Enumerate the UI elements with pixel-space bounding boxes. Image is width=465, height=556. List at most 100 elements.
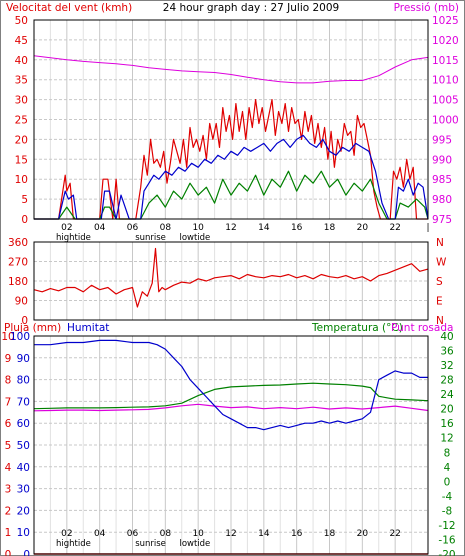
temperature-tick-label: 16 [440, 418, 454, 430]
x-tick-label-bottom: 14 [258, 529, 270, 539]
wind-speed-tick-label: 0 [21, 214, 28, 226]
humidity-tick-label: 100 [10, 331, 30, 343]
humidity-tick-label: 30 [17, 484, 30, 496]
compass-letter: N [436, 237, 444, 249]
wind-direction-line [33, 247, 429, 308]
rain-tick-label: 3 [5, 484, 12, 496]
event-lowtide-label: lowtide [179, 233, 210, 243]
temperature-tick-label: -8 [442, 505, 452, 517]
temperature-tick-label: 12 [440, 433, 453, 445]
pressure-tick-label: 985 [432, 174, 452, 186]
temperature-line [33, 382, 429, 410]
wind-speed-axis-title: Velocitat del vent (kmh) [6, 2, 132, 14]
humidity-tick-label: 40 [17, 462, 30, 474]
compass-letter: E [436, 296, 443, 308]
temperature-tick-label: 40 [440, 331, 453, 343]
dewpoint-axis-title: Punt rosada [391, 322, 453, 334]
humidity-tick-label: 0 [23, 549, 30, 556]
compass-letter: S [436, 276, 443, 288]
rain-tick-label: 10 [1, 331, 14, 343]
rain-tick-label: 0 [5, 549, 12, 556]
temperature-tick-label: 32 [440, 360, 453, 372]
rain-tick-label: 1 [5, 527, 12, 539]
temperature-tick-label: -16 [438, 534, 455, 546]
x-tick-label: 12 [225, 223, 236, 233]
x-tick-label: 18 [324, 223, 336, 233]
temperature-tick-label: 8 [444, 447, 451, 459]
wind-speed-tick-label: 50 [15, 15, 28, 27]
direction-tick-label: 90 [15, 296, 28, 308]
rain-axis-title: Pluja (mm) [4, 322, 61, 334]
temperature-tick-label: -4 [442, 491, 453, 503]
pressure-tick-label: 990 [432, 154, 452, 166]
temperature-tick-label: -20 [438, 549, 455, 556]
x-tick-label: 10 [192, 223, 204, 233]
x-tick-label: 16 [291, 223, 303, 233]
rain-tick-label: 7 [5, 396, 12, 408]
graph-title: 24 hour graph day : 27 Julio 2009 [163, 2, 339, 14]
x-tick-label-bottom: 20 [357, 529, 369, 539]
pressure-tick-label: 1025 [432, 15, 459, 27]
wind-speed-tick-label: 45 [15, 35, 28, 47]
x-tick-label: 14 [258, 223, 270, 233]
humidity-tick-label: 80 [17, 375, 30, 387]
humidity-tick-label: 60 [17, 418, 30, 430]
pressure-tick-label: 1000 [432, 115, 459, 127]
x-tick-label: 04 [94, 223, 106, 233]
event-sunrise-label: sunrise [135, 233, 166, 243]
pressure-line [33, 55, 429, 84]
x-tick-label-bottom: 04 [94, 529, 106, 539]
x-tick-label-bottom: 16 [291, 529, 303, 539]
pressure-tick-label: 1020 [432, 35, 459, 47]
plot-frame [33, 241, 429, 321]
plot-frame [33, 19, 429, 220]
humidity-tick-label: 50 [17, 440, 30, 452]
temperature-tick-label: 4 [444, 462, 451, 474]
wind-min-line [34, 170, 429, 220]
temperature-tick-label: -12 [438, 520, 455, 532]
x-tick-label-bottom: 12 [225, 529, 236, 539]
x-tick-label: 20 [357, 223, 369, 233]
pressure-tick-label: 995 [432, 134, 452, 146]
wind-speed-tick-label: 40 [15, 55, 28, 67]
event-hightide-label-bottom: hightide [56, 539, 91, 549]
direction-tick-label: 0 [21, 315, 28, 327]
humidity-tick-label: 10 [17, 527, 30, 539]
wind-speed-tick-label: 5 [21, 194, 28, 206]
wind-speed-tick-label: 35 [15, 75, 28, 87]
temperature-tick-label: 0 [444, 476, 451, 488]
rain-tick-label: 9 [5, 353, 12, 365]
humidity-tick-label: 90 [17, 353, 30, 365]
humidity-tick-label: 70 [17, 396, 30, 408]
temperature-axis-title: Temperatura (°C) [311, 322, 403, 334]
temperature-tick-label: 28 [440, 375, 453, 387]
pressure-tick-label: 975 [432, 214, 452, 226]
wind-pressure-panel: 0510152025303540455097598098599099510001… [15, 15, 459, 243]
rain-tick-label: 2 [5, 505, 12, 517]
rain-tick-label: 5 [5, 440, 12, 452]
pressure-tick-label: 980 [432, 194, 452, 206]
pressure-axis-title: Pressió (mb) [394, 2, 459, 14]
x-tick-label-bottom: 06 [127, 529, 139, 539]
pressure-tick-label: 1010 [432, 75, 459, 87]
event-sunrise-label-bottom: sunrise [135, 539, 166, 549]
temperature-tick-label: 24 [440, 389, 454, 401]
wind-speed-tick-label: 25 [15, 115, 28, 127]
x-end-tick-label: | [426, 223, 429, 233]
wind-avg-line [34, 134, 429, 220]
event-hightide-label: hightide [56, 233, 91, 243]
x-tick-label-bottom: 08 [160, 529, 172, 539]
x-tick-label-bottom: 22 [389, 529, 400, 539]
x-end-tick-label-bottom: | [426, 529, 429, 539]
wind-speed-tick-label: 10 [15, 174, 28, 186]
temperature-tick-label: 20 [440, 404, 453, 416]
rain-tick-label: 8 [5, 375, 12, 387]
humidity-axis-title: Humitat [67, 322, 109, 334]
x-tick-label-bottom: 10 [192, 529, 204, 539]
direction-tick-label: 270 [8, 257, 28, 269]
plot-frame [33, 335, 429, 555]
dewpoint-line [33, 403, 429, 412]
